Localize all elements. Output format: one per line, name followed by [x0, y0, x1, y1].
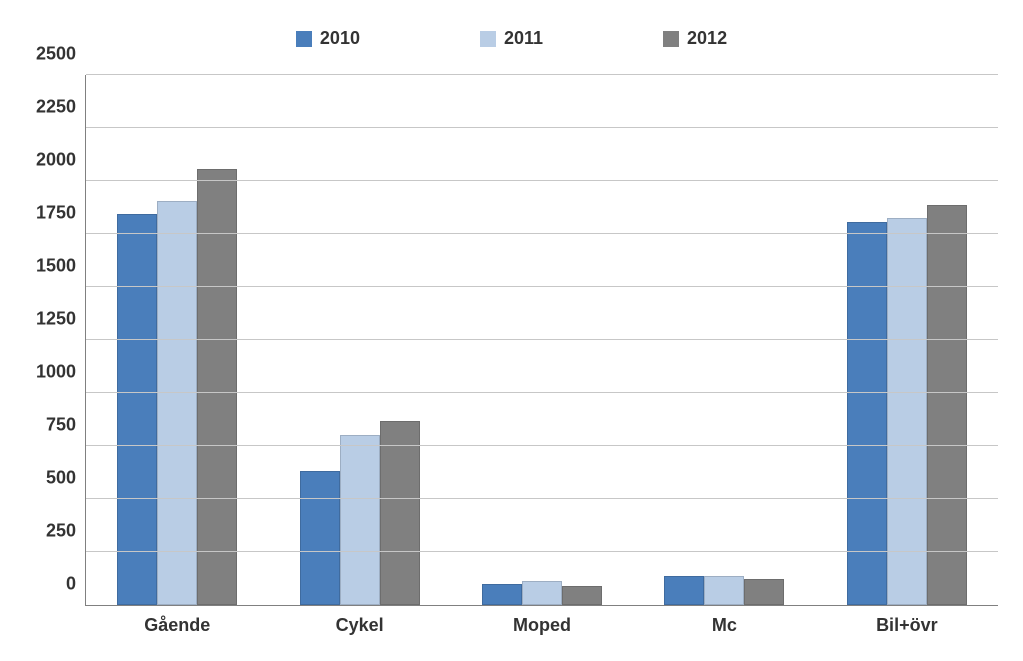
legend-item: 2012 — [663, 28, 727, 49]
bar — [300, 471, 340, 605]
ytick-label: 2500 — [36, 44, 86, 65]
ytick-label: 750 — [46, 415, 86, 436]
legend-swatch-2010 — [296, 31, 312, 47]
ytick-label: 1750 — [36, 203, 86, 224]
gridline — [86, 180, 998, 181]
bar — [887, 218, 927, 605]
ytick-label: 1500 — [36, 256, 86, 277]
legend-item: 2010 — [296, 28, 360, 49]
bar — [927, 205, 967, 605]
gridline — [86, 127, 998, 128]
gridline — [86, 286, 998, 287]
ytick-label: 2250 — [36, 97, 86, 118]
ytick-label: 2000 — [36, 150, 86, 171]
xtick-label: Bil+övr — [876, 605, 938, 636]
bar-group: Bil+övr — [816, 75, 998, 605]
legend-label: 2011 — [504, 28, 543, 49]
xtick-label: Moped — [513, 605, 571, 636]
bar — [157, 201, 197, 605]
xtick-label: Mc — [712, 605, 737, 636]
gridline — [86, 392, 998, 393]
gridline — [86, 339, 998, 340]
legend: 2010 2011 2012 — [0, 28, 1023, 49]
bar-group: Moped — [451, 75, 633, 605]
legend-swatch-2012 — [663, 31, 679, 47]
bar-group: Cykel — [268, 75, 450, 605]
bar — [562, 586, 602, 605]
plot-area: GåendeCykelMopedMcBil+övr 02505007501000… — [85, 75, 998, 606]
gridline — [86, 445, 998, 446]
legend-item: 2011 — [480, 28, 543, 49]
gridline — [86, 233, 998, 234]
bar — [847, 222, 887, 605]
legend-swatch-2011 — [480, 31, 496, 47]
gridline — [86, 551, 998, 552]
bar — [340, 435, 380, 605]
ytick-label: 1250 — [36, 309, 86, 330]
bar-group: Mc — [633, 75, 815, 605]
ytick-label: 250 — [46, 521, 86, 542]
chart-container: 2010 2011 2012 GåendeCykelMopedMcBil+övr… — [0, 0, 1023, 661]
bar — [664, 576, 704, 605]
xtick-label: Cykel — [336, 605, 384, 636]
ytick-label: 0 — [66, 574, 86, 595]
legend-label: 2010 — [320, 28, 360, 49]
gridline — [86, 498, 998, 499]
ytick-label: 500 — [46, 468, 86, 489]
xtick-label: Gående — [144, 605, 210, 636]
gridline — [86, 74, 998, 75]
bar — [744, 579, 784, 606]
bar — [197, 169, 237, 605]
bar — [117, 214, 157, 605]
bar — [522, 581, 562, 605]
legend-label: 2012 — [687, 28, 727, 49]
bar-group: Gående — [86, 75, 268, 605]
bar — [380, 421, 420, 605]
ytick-label: 1000 — [36, 362, 86, 383]
bar — [704, 576, 744, 605]
bar-groups: GåendeCykelMopedMcBil+övr — [86, 75, 998, 605]
bar — [482, 584, 522, 605]
